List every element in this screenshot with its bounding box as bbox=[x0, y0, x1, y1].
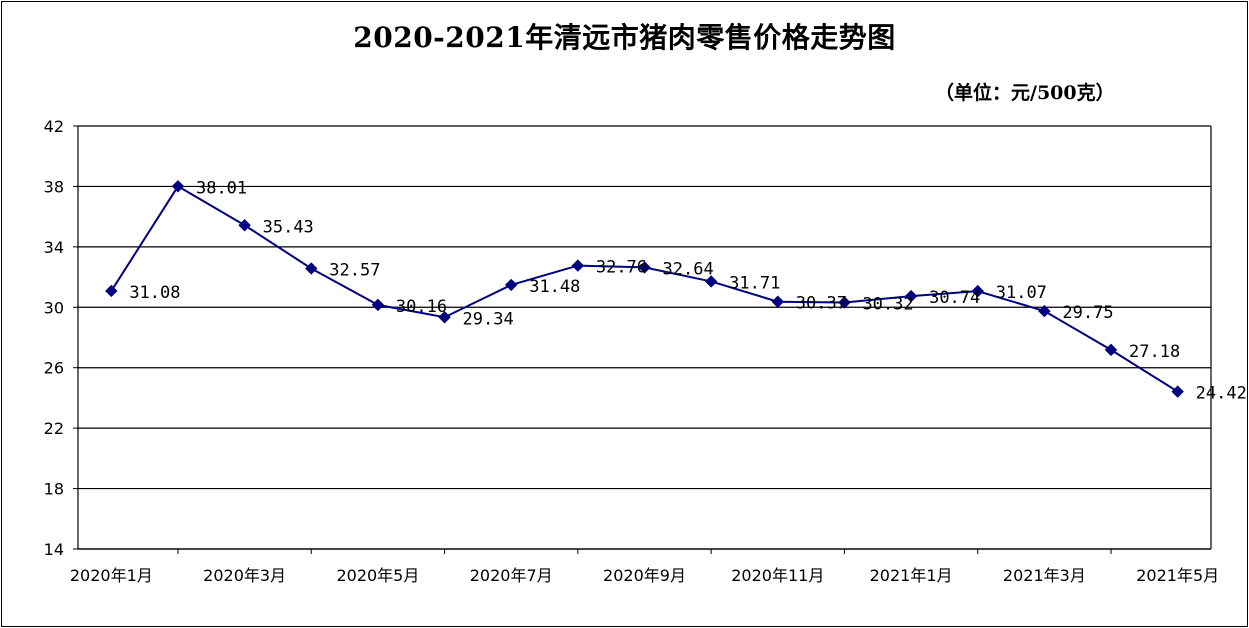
data-point bbox=[571, 259, 585, 272]
x-tick-labels: 2020年1月 2020年3月 2020年5月 2020年7月 2020年9月 2020年… bbox=[70, 566, 1219, 585]
x-tick-label: 2020年11月 bbox=[731, 566, 824, 585]
x-tick-label: 2020年7月 bbox=[470, 566, 553, 585]
data-point bbox=[1038, 304, 1051, 318]
data-label: 32.76 bbox=[596, 258, 647, 278]
axes bbox=[73, 125, 1212, 554]
data-label: 24.42 bbox=[1196, 384, 1247, 404]
data-point bbox=[1104, 343, 1118, 357]
data-point bbox=[105, 284, 118, 298]
data-point bbox=[371, 298, 385, 312]
data-label: 30.37 bbox=[796, 294, 847, 314]
data-label: 27.18 bbox=[1129, 342, 1180, 362]
y-tick-label: 18 bbox=[44, 480, 64, 499]
x-tick-label: 2020年9月 bbox=[603, 566, 686, 585]
data-point bbox=[504, 278, 518, 292]
data-label: 31.71 bbox=[729, 273, 780, 293]
data-label: 38.01 bbox=[196, 178, 247, 198]
x-tick-label: 2020年1月 bbox=[70, 566, 153, 585]
data-point bbox=[838, 296, 851, 309]
unit-label: （单位：元/500克） bbox=[935, 82, 1115, 104]
x-tick-label: 2021年1月 bbox=[870, 566, 953, 585]
chart-title: 2020-2021年清远市猪肉零售价格走势图 bbox=[353, 21, 896, 54]
data-label: 32.64 bbox=[663, 259, 714, 279]
y-tick-labels: 14 18 22 26 30 34 38 42 bbox=[44, 117, 64, 559]
data-point bbox=[904, 289, 918, 303]
data-point bbox=[638, 261, 651, 274]
data-label: 29.34 bbox=[463, 309, 514, 329]
y-tick-label: 26 bbox=[44, 359, 64, 378]
y-tick-label: 34 bbox=[44, 238, 64, 257]
data-label: 31.48 bbox=[529, 277, 580, 297]
x-tick-label: 2021年3月 bbox=[1003, 566, 1086, 585]
data-label: 35.43 bbox=[263, 217, 314, 237]
data-point bbox=[438, 311, 451, 324]
series-price bbox=[105, 180, 1184, 398]
data-labels: 31.08 38.01 35.43 32.57 30.16 29.34 31.48 32.76… bbox=[129, 178, 1247, 403]
data-point bbox=[704, 275, 718, 288]
x-tick-label: 2020年5月 bbox=[336, 566, 419, 585]
data-label: 31.07 bbox=[996, 283, 1047, 303]
y-tick-label: 42 bbox=[44, 117, 64, 136]
y-tick-label: 22 bbox=[44, 419, 64, 438]
grid-lines bbox=[78, 125, 1211, 550]
data-point bbox=[238, 219, 251, 232]
data-label: 30.16 bbox=[396, 297, 447, 317]
x-tick-label: 2020年3月 bbox=[203, 566, 286, 585]
data-label: 29.75 bbox=[1062, 303, 1113, 323]
data-point bbox=[971, 284, 984, 298]
data-point bbox=[171, 180, 185, 193]
data-label: 30.74 bbox=[929, 288, 980, 308]
data-label: 32.57 bbox=[329, 260, 380, 280]
x-tick-label: 2021年5月 bbox=[1136, 566, 1219, 585]
data-point bbox=[305, 262, 318, 275]
data-label: 30.32 bbox=[862, 294, 913, 314]
data-label: 31.08 bbox=[129, 283, 180, 303]
y-tick-label: 30 bbox=[44, 298, 64, 317]
y-tick-label: 14 bbox=[44, 540, 64, 559]
data-point bbox=[1171, 385, 1184, 398]
data-point bbox=[771, 295, 785, 308]
y-tick-label: 38 bbox=[44, 177, 64, 196]
